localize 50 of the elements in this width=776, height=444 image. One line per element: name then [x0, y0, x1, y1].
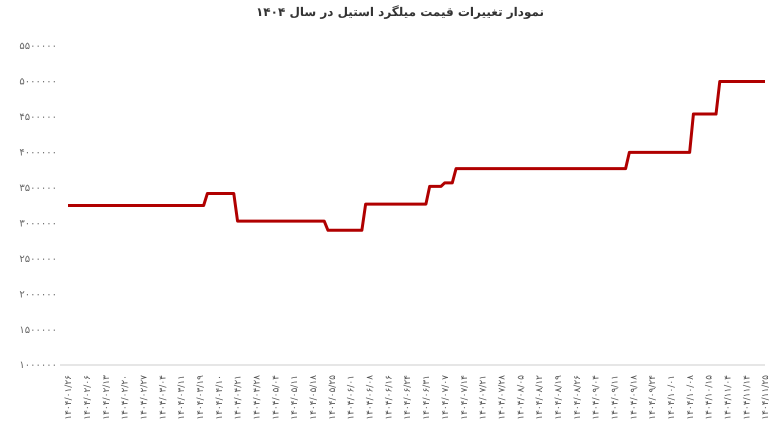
x-tick-label: ۱۴۰۴/۰۹/۰۴ — [592, 374, 602, 420]
y-tick-label: ۳۵۰۰۰۰۰ — [19, 182, 57, 194]
x-tick-label: ۱۴۰۴/۰۴/۲۸ — [252, 374, 263, 420]
x-tick-label: ۱۴۰۴/۰۶/۰۸ — [366, 374, 376, 420]
y-tick-label: ۵۵۰۰۰۰۰ — [19, 41, 57, 52]
x-tick-label: ۱۴۰۴/۰۸/۱۹ — [554, 374, 564, 420]
x-tick-label: ۱۴۰۴/۱۰/۰۸ — [686, 374, 696, 420]
line-series — [66, 80, 766, 232]
x-tick-label: ۱۴۰۴/۰۶/۳۱ — [422, 375, 432, 420]
y-tick-label: ۵۰۰۰۰۰۰ — [19, 76, 57, 88]
y-tick-label: ۱۵۰۰۰۰۰ — [19, 324, 57, 336]
x-tick-label: ۱۴۰۴/۰۳/۰۴ — [158, 374, 168, 420]
x-tick-label: ۱۴۰۴/۰۴/۲۱ — [234, 375, 244, 420]
x-tick-label: ۱۴۰۴/۰۵/۲۵ — [328, 374, 338, 420]
x-tick-label: ۱۴۰۴/۰۹/۱۱ — [610, 375, 620, 420]
y-tick-label: ۲۰۰۰۰۰۰ — [19, 289, 57, 300]
x-tick-label: ۱۴۰۴/۰۲/۲۷ — [140, 374, 150, 420]
x-tick-label: ۱۴۰۴/۱۱/۱۴ — [742, 374, 752, 420]
x-tick-label: ۱۴۰۴/۰۳/۱۱ — [177, 375, 188, 420]
x-tick-label: ۱۴۰۴/۰۷/۱۴ — [460, 374, 470, 420]
x-tick-label: ۱۴۰۴/۱۱/۰۴ — [723, 374, 734, 420]
x-tick-label: ۱۴۰۴/۰۶/۱۶ — [384, 374, 394, 420]
y-tick-label: ۱۰۰۰۰۰۰ — [19, 360, 57, 372]
y-tick-label: ۴۰۰۰۰۰۰ — [19, 148, 57, 159]
x-tick-label: ۱۴۰۴/۰۵/۱۱ — [290, 375, 300, 420]
x-tick-label: ۱۴۰۴/۰۳/۱۹ — [196, 374, 206, 420]
x-tick-label: ۱۴۰۴/۰۲/۲۰ — [120, 375, 131, 420]
x-tick-label: ۱۴۰۴/۰۱/۲۶ — [64, 374, 74, 420]
x-tick-label: ۱۴۰۴/۰۶/۲۴ — [403, 374, 414, 420]
x-tick-label: ۱۴۰۴/۱۰/۱۵ — [704, 374, 715, 420]
x-tick-label: ۱۴۰۴/۰۹/۲۴ — [648, 374, 658, 420]
x-tick-label: ۱۴۰۴/۰۸/۲۶ — [572, 374, 583, 420]
chart-title: نمودار تغییرات قیمت میلگرد استیل در سال ۱۴۰۴ — [256, 5, 544, 19]
x-tick-label: ۱۴۰۴/۰۸/۱۲ — [535, 374, 546, 420]
x-tick-label: ۱۴۰۴/۰۲/۱۳ — [102, 374, 112, 420]
x-tick-label: ۱۴۰۴/۰۶/۰۱ — [346, 375, 357, 420]
x-tick-label: ۱۴۰۴/۰۹/۱۸ — [629, 374, 640, 420]
x-tick-label: ۱۴۰۴/۰۵/۰۴ — [271, 374, 282, 420]
y-tick-label: ۲۵۰۰۰۰۰ — [19, 254, 57, 265]
x-tick-label: ۱۴۰۴/۰۵/۱۸ — [309, 374, 320, 420]
x-tick-label: ۱۴۰۴/۰۲/۰۶ — [82, 374, 93, 420]
x-tick-label: ۱۴۰۴/۰۷/۰۷ — [440, 374, 451, 420]
x-tick-label: ۱۴۰۴/۰۷/۲۱ — [478, 375, 489, 420]
y-tick-label: ۳۰۰۰۰۰۰ — [19, 218, 57, 230]
y-tick-label: ۴۵۰۰۰۰۰ — [19, 112, 57, 124]
x-tick-label: ۱۴۰۴/۰۷/۲۸ — [497, 374, 508, 420]
x-tick-label: ۱۴۰۴/۱۱/۲۵ — [761, 374, 772, 420]
x-tick-label: ۱۴۰۴/۰۸/۰۵ — [516, 374, 526, 420]
x-tick-label: ۱۴۰۴/۰۴/۱۰ — [214, 375, 225, 420]
x-tick-label: ۱۴۰۴/۱۰/۰۱ — [666, 375, 677, 420]
